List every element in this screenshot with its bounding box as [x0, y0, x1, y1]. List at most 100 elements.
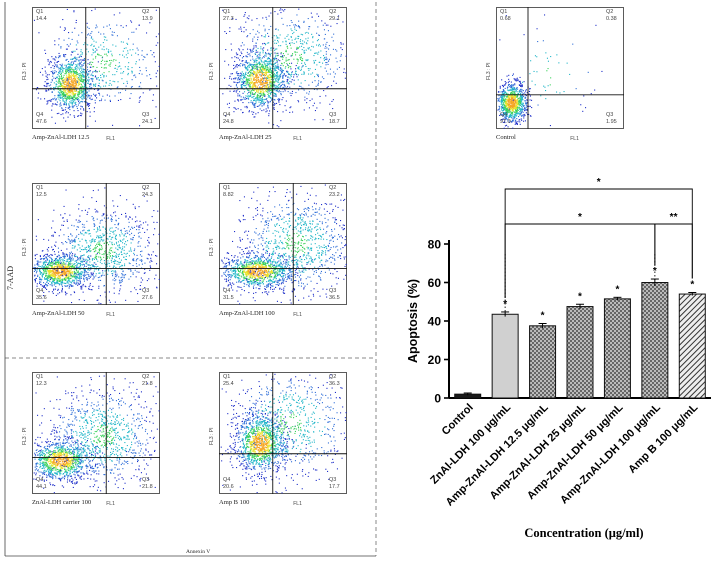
significance-bracket [504, 188, 693, 298]
significance-label: * [597, 177, 601, 188]
flow-panel: Q1 27.3 Q2 29.1 Q4 24.8 Q3 18.7 FL3 : PI Amp-ZnAl… [209, 7, 347, 151]
quadrant-q2-name: Q2 [606, 9, 614, 15]
bar [641, 282, 669, 399]
quadrant-q3-name: Q3 [142, 477, 150, 483]
bar-significance-mark: * [541, 311, 545, 322]
flow-x-axis-label: FL1 [106, 136, 115, 142]
quadrant-q2-value: 24.3 [142, 192, 153, 198]
bar-significance-mark: * [615, 284, 619, 295]
quadrant-q4-value: 35.6 [36, 295, 47, 301]
significance-bracket [654, 223, 693, 279]
bar-significance-mark: * [653, 266, 657, 277]
quadrant-q2-name: Q2 [142, 9, 150, 15]
flow-x-axis-label: FL1 [106, 312, 115, 318]
flow-panel: Q1 12.3 Q2 21.8 Q4 44.1 Q3 21.8 FL3 : PI ZnAl-LDH… [22, 372, 160, 516]
bar [603, 298, 631, 399]
quadrant-q3-value: 18.7 [329, 119, 340, 125]
quadrant-q3-name: Q3 [329, 288, 337, 294]
scatter-plot [32, 183, 160, 305]
quadrant-q3-value: 27.6 [142, 295, 153, 301]
quadrant-q3-name: Q3 [329, 477, 337, 483]
quadrant-q4-name: Q4 [36, 477, 44, 483]
flow-panel-caption: Amp-ZnAl-LDH 12.5 [32, 134, 90, 141]
quadrant-q2-name: Q2 [329, 185, 337, 191]
flow-x-axis-label: FL1 [293, 136, 302, 142]
quadrant-q2-name: Q2 [142, 374, 150, 380]
flow-panel: Q1 25.4 Q2 36.3 Q4 20.6 Q3 17.7 FL3 : PI Amp B 10… [209, 372, 347, 516]
flow-x-axis-label: FL1 [106, 501, 115, 507]
significance-label: ** [670, 212, 678, 223]
y-tick-label: 60 [428, 276, 442, 290]
quadrant-q2-name: Q2 [142, 185, 150, 191]
quadrant-q4-value: 31.5 [223, 295, 234, 301]
bar [678, 293, 706, 399]
quadrant-q4-name: Q4 [223, 112, 231, 118]
quadrant-q4-name: Q4 [223, 288, 231, 294]
event-dots [220, 184, 347, 305]
y-tick-label: 20 [428, 353, 442, 367]
quadrant-q2-name: Q2 [329, 374, 337, 380]
quadrant-q1-name: Q1 [223, 185, 231, 191]
scatter-plot [219, 183, 347, 305]
quadrant-q3-value: 36.5 [329, 295, 340, 301]
quadrant-q1-name: Q1 [223, 374, 231, 380]
quadrant-q1-name: Q1 [36, 374, 44, 380]
quadrant-q2-value: 21.8 [142, 381, 153, 387]
flow-panel: Q1 8.82 Q2 23.2 Q4 31.5 Q3 36.5 FL3 : PI Amp-ZnAl… [209, 183, 347, 327]
scatter-plot [219, 372, 347, 494]
y-tick-label: 40 [428, 315, 442, 329]
flow-x-axis-label: FL1 [293, 501, 302, 507]
quadrant-q4-name: Q4 [36, 112, 44, 118]
quadrant-q3-value: 21.8 [142, 484, 153, 490]
significance-label: * [578, 212, 582, 223]
quadrant-q1-name: Q1 [36, 9, 44, 15]
bar [491, 313, 519, 399]
quadrant-q4-name: Q4 [36, 288, 44, 294]
flow-panel: Q1 0.68 Q2 0.38 Q4 97.0 Q3 1.95 FL3 : PI Control F… [486, 7, 624, 151]
quadrant-q1-name: Q1 [36, 185, 44, 191]
quadrant-q1-value: 8.82 [223, 192, 234, 198]
quadrant-q2-value: 13.9 [142, 16, 153, 22]
quadrant-q1-name: Q1 [223, 9, 231, 15]
scatter-plot [219, 7, 347, 129]
flow-panel: Q1 12.5 Q2 24.3 Q4 35.6 Q3 27.6 FL3 : PI Amp-ZnAl… [22, 183, 160, 327]
event-dots [497, 14, 603, 129]
flow-panel-caption: Amp-ZnAl-LDH 25 [219, 134, 272, 141]
scatter-plot [496, 7, 624, 129]
scatter-plot [32, 372, 160, 494]
quadrant-q3-name: Q3 [142, 112, 150, 118]
y-tick-label: 0 [434, 392, 441, 406]
bar-significance-mark: * [503, 299, 507, 310]
quadrant-q1-value: 14.4 [36, 16, 47, 22]
quadrant-q4-name: Q4 [500, 112, 508, 118]
flow-panel-caption: Amp-ZnAl-LDH 50 [32, 310, 85, 317]
quadrant-q1-value: 27.3 [223, 16, 234, 22]
x-category-label: Control [440, 402, 476, 438]
quadrant-q4-value: 47.6 [36, 119, 47, 125]
significance-bracket [504, 223, 656, 298]
y-tick-label: 80 [428, 238, 442, 252]
quadrant-q4-value: 97.0 [500, 119, 511, 125]
flow-panel-caption: ZnAl-LDH carrier 100 [32, 499, 92, 506]
scatter-plot [32, 7, 160, 129]
quadrant-q3-value: 17.7 [329, 484, 340, 490]
event-dots [220, 373, 347, 494]
quadrant-q3-name: Q3 [606, 112, 614, 118]
quadrant-q3-value: 24.1 [142, 119, 153, 125]
quadrant-q3-name: Q3 [329, 112, 337, 118]
plot-frame [32, 372, 160, 494]
bar [529, 325, 557, 399]
flow-x-axis-label: FL1 [570, 136, 579, 142]
quadrant-q2-name: Q2 [329, 9, 337, 15]
quadrant-q2-value: 0.38 [606, 16, 617, 22]
quadrant-q1-value: 12.5 [36, 192, 47, 198]
bar [566, 306, 594, 399]
y-axis-title: Apoptosis (%) [406, 279, 420, 363]
quadrant-q3-name: Q3 [142, 288, 150, 294]
quadrant-q1-name: Q1 [500, 9, 508, 15]
quadrant-q1-value: 25.4 [223, 381, 234, 387]
flow-panel: Q1 14.4 Q2 13.9 Q4 47.6 Q3 24.1 FL3 : PI Amp-ZnAl… [22, 7, 160, 151]
quadrant-q4-value: 44.1 [36, 484, 47, 490]
quadrant-q3-value: 1.95 [606, 119, 617, 125]
